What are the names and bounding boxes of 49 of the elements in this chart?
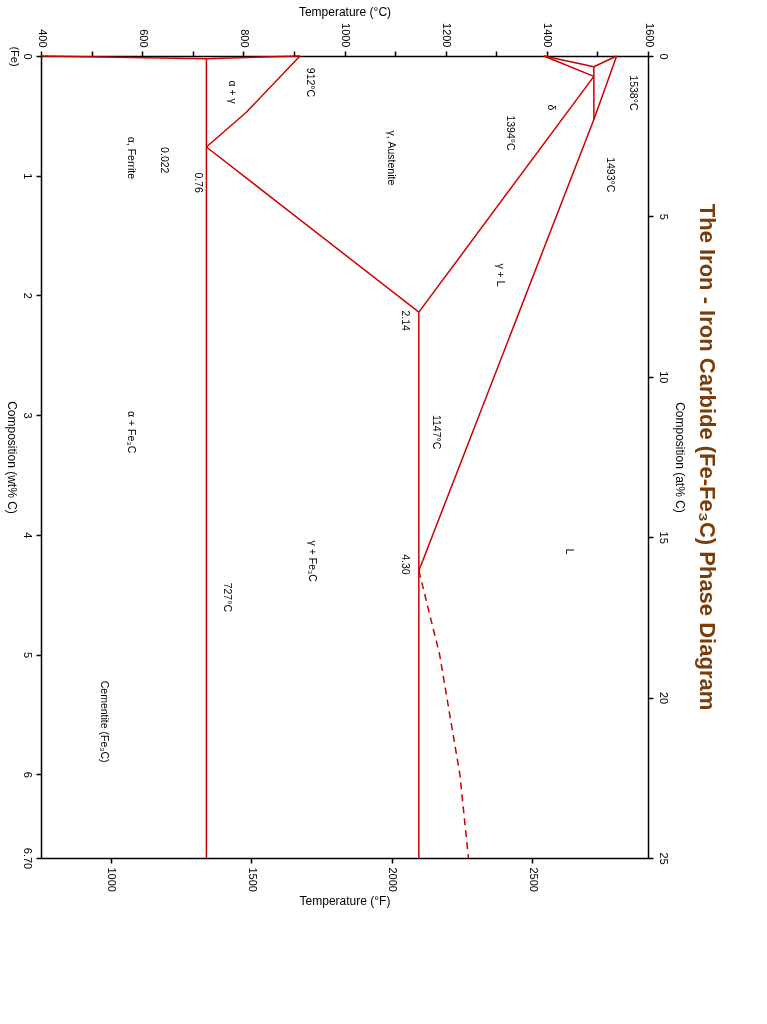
annotation: 0.76 — [193, 172, 206, 194]
x2-tick-label: 1000 — [340, 23, 352, 48]
y2-tick-label: 0 — [657, 53, 670, 60]
annotation: 1394°C — [505, 115, 518, 151]
x2-tick-label: 400 — [36, 29, 49, 48]
y-tick-label: 6.70 — [21, 847, 34, 870]
y-tick-label: 0 (Fe) — [8, 46, 34, 67]
y2-tick-label: 5 — [657, 213, 670, 220]
annotation: 912°C — [304, 67, 317, 98]
text: The Iron - Iron Carbide (Fe-Fe₃C) Phase Diagram — [695, 203, 720, 711]
x2-tick-label: 600 — [137, 29, 150, 48]
y-tick-label: 3 — [21, 412, 34, 419]
annotation: 4.30 — [399, 554, 412, 575]
y2-tick-label: 25 — [657, 852, 670, 865]
annotation: 727°C — [222, 582, 235, 613]
y2-tick-label: 10 — [657, 371, 670, 384]
y-tick-label: 2 — [21, 292, 34, 299]
x2-tick-label: 1200 — [441, 23, 454, 48]
x-tick-label: 1000 — [106, 867, 119, 892]
y2-tick-label: 15 — [657, 531, 670, 544]
annotation: L — [564, 548, 577, 555]
x2-tick-label: 800 — [238, 29, 251, 48]
annotation: γ + Fe₃C — [306, 540, 319, 583]
annotation: α, Ferrite — [126, 136, 139, 180]
y-tick-label: 6 — [21, 771, 34, 778]
annotation: γ, Austenite — [386, 130, 399, 186]
annotation: 1538°C — [628, 75, 641, 111]
annotation: 1147°C — [430, 414, 443, 450]
y-tick-label: 1 — [21, 173, 34, 180]
x2-tick-label: 1400 — [542, 23, 555, 48]
annotation: Cementite (Fe₃C) — [98, 680, 111, 763]
annotation: 2.14 — [399, 310, 412, 332]
y-tick-label: 5 — [21, 651, 34, 659]
x2-axis-title: Temperature (°C) — [298, 5, 392, 20]
annotation: γ + L — [495, 263, 508, 287]
x-axis-title: Temperature (°F) — [299, 893, 391, 908]
y-axis-title: Composition (wt% C) — [4, 401, 19, 514]
annotation: 0.022 — [159, 147, 172, 174]
y-tick-label: 4 — [21, 532, 34, 539]
x-tick-label: 2000 — [387, 867, 400, 892]
annotation: α + γ — [226, 80, 239, 105]
y2-tick-label: 20 — [657, 691, 670, 705]
x-tick-label: 2500 — [527, 867, 540, 892]
annotation: 1493°C — [605, 157, 618, 193]
x-tick-label: 1500 — [246, 867, 259, 892]
x2-tick-label: 1600 — [643, 23, 656, 48]
y2-axis-title: Composition (at% C) — [672, 402, 687, 513]
annotation: δ — [545, 104, 558, 111]
annotation: α + Fe₃C — [126, 411, 139, 454]
